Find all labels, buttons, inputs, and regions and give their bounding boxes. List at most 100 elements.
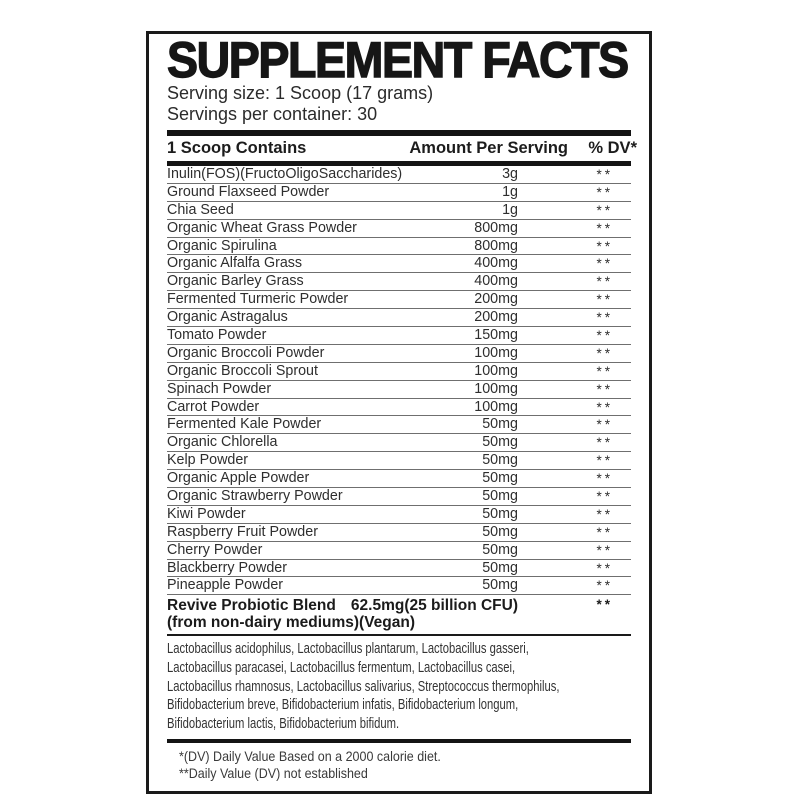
ingredient-dv: ** [596,542,613,558]
ingredient-name: Fermented Turmeric Powder [167,291,349,308]
ingredient-dv: ** [596,363,613,379]
ingredient-row: Inulin(FOS)(FructoOligoSaccharides) 3g ** [167,166,631,184]
ingredient-name: Organic Broccoli Powder [167,344,325,361]
ingredient-row: Spinach Powder 100mg ** [167,381,631,399]
ingredient-dv: ** [596,560,613,576]
probiotic-strain-line: Bifidobacterium lactis, Bifidobacterium … [167,716,400,733]
ingredient-amount: 3g [502,166,518,182]
ingredient-name: Pineapple Powder [167,577,284,594]
ingredient-amount: 50mg [482,434,518,451]
ingredient-row: Cherry Powder 50mg ** [167,542,631,560]
ingredient-dv: ** [596,578,613,594]
ingredient-name: Organic Apple Powder [167,470,310,487]
probiotic-strains-paragraph: Lactobacillus acidophilus, Lactobacillus… [167,636,631,739]
ingredient-amount: 50mg [482,416,518,433]
ingredient-row: Pineapple Powder 50mg ** [167,577,631,596]
ingredient-amount: 50mg [482,559,518,576]
ingredient-amount: 50mg [482,541,518,558]
ingredient-row: Organic Chlorella 50mg ** [167,434,631,453]
ingredient-name: Fermented Kale Powder [167,416,322,433]
ingredient-row: Organic Broccoli Sprout 100mg ** [167,363,631,381]
footnote-daily-value: *(DV) Daily Value Based on a 2000 calori… [179,748,441,764]
ingredient-name: Blackberry Powder [167,559,287,576]
ingredient-dv: ** [596,167,613,182]
ingredient-row: Raspberry Fruit Powder 50mg ** [167,524,631,542]
blend-subname: (from non-dairy mediums)(Vegan) [167,614,416,632]
supplement-facts-panel: SUPPLEMENT FACTS Serving size: 1 Scoop (… [146,31,652,794]
probiotic-strain-line: Lactobacillus rhamnosus, Lactobacillus s… [167,678,560,695]
ingredient-dv: ** [596,184,613,200]
ingredient-row: Organic Apple Powder 50mg ** [167,470,631,489]
ingredient-dv: ** [596,202,613,218]
panel-title: SUPPLEMENT FACTS [166,32,629,88]
ingredient-row: Kiwi Powder 50mg ** [167,506,631,524]
ingredient-amount: 100mg [474,398,518,415]
ingredient-row: Chia Seed 1g ** [167,202,631,220]
ingredient-amount: 1g [502,201,518,218]
ingredient-amount: 100mg [474,344,518,361]
column-header-amount: Amount Per Serving [409,139,568,157]
ingredient-row: Organic Astragalus 200mg ** [167,309,631,328]
ingredient-dv: ** [596,453,613,469]
blend-dv: ** [596,597,613,613]
ingredient-dv: ** [596,435,613,451]
ingredient-row: Blackberry Powder 50mg ** [167,560,631,578]
ingredient-dv: ** [596,471,613,487]
blend-name: Revive Probiotic Blend [167,597,336,615]
ingredient-amount: 1g [502,183,518,200]
ingredient-dv: ** [596,381,613,397]
ingredient-dv: ** [596,345,613,361]
ingredient-row: Ground Flaxseed Powder 1g ** [167,184,631,202]
divider-bar-bottom [167,738,631,743]
divider-bar-top [167,130,631,136]
ingredient-name: Kiwi Powder [167,505,246,522]
ingredient-amount: 50mg [482,523,518,540]
ingredient-amount: 50mg [482,505,518,522]
servings-per-container-text: Servings per container: 30 [167,103,378,124]
ingredient-amount: 200mg [474,291,518,308]
ingredient-name: Raspberry Fruit Powder [167,523,318,540]
ingredient-row: Fermented Kale Powder 50mg ** [167,416,631,435]
ingredient-name: Carrot Powder [167,398,260,415]
ingredient-name: Organic Broccoli Sprout [167,362,318,379]
ingredient-name: Ground Flaxseed Powder [167,183,330,200]
probiotic-blend-row: Revive Probiotic Blend (from non-dairy m… [167,595,631,637]
ingredient-dv: ** [596,238,613,254]
ingredient-name: Spinach Powder [167,380,272,397]
ingredient-dv: ** [596,274,613,290]
divider-bar-header [167,161,631,166]
probiotic-strain-line: Lactobacillus paracasei, Lactobacillus f… [167,660,516,677]
ingredient-dv: ** [596,489,613,505]
serving-size-text: Serving size: 1 Scoop (17 grams) [167,83,434,103]
ingredient-dv: ** [596,524,613,540]
ingredient-dv: ** [596,310,613,326]
ingredient-row: Carrot Powder 100mg ** [167,399,631,417]
ingredient-dv: ** [596,292,613,308]
blend-name-block: Revive Probiotic Blend (from non-dairy m… [167,597,631,631]
ingredient-amount: 50mg [482,488,518,505]
ingredient-name: Organic Barley Grass [167,273,304,290]
ingredient-name: Chia Seed [167,201,234,218]
ingredient-name: Organic Spirulina [167,237,277,254]
ingredient-name: Organic Strawberry Powder [167,488,343,505]
ingredient-row: Organic Alfalfa Grass 400mg ** [167,255,631,274]
blend-amount: 62.5mg(25 billion CFU) [350,597,518,615]
ingredient-amount: 200mg [474,309,518,326]
ingredient-row: Organic Barley Grass 400mg ** [167,273,631,292]
probiotic-strain-line: Lactobacillus acidophilus, Lactobacillus… [167,641,529,658]
ingredient-amount: 50mg [482,470,518,487]
ingredient-name: Cherry Powder [167,541,263,558]
ingredient-name: Organic Wheat Grass Powder [167,219,357,236]
ingredient-name: Inulin(FOS)(FructoOligoSaccharides) [167,166,403,182]
ingredient-dv: ** [596,328,613,344]
ingredient-row: Kelp Powder 50mg ** [167,452,631,471]
ingredient-dv: ** [596,256,613,272]
ingredient-name: Organic Astragalus [167,309,288,326]
ingredient-dv: ** [596,399,613,415]
ingredient-row: Fermented Turmeric Powder 200mg ** [167,291,631,310]
ingredient-amount: 800mg [474,219,518,236]
ingredient-row: Tomato Powder 150mg ** [167,327,631,345]
ingredient-row: Organic Strawberry Powder 50mg ** [167,488,631,506]
column-header-dv: % DV* [588,139,637,157]
